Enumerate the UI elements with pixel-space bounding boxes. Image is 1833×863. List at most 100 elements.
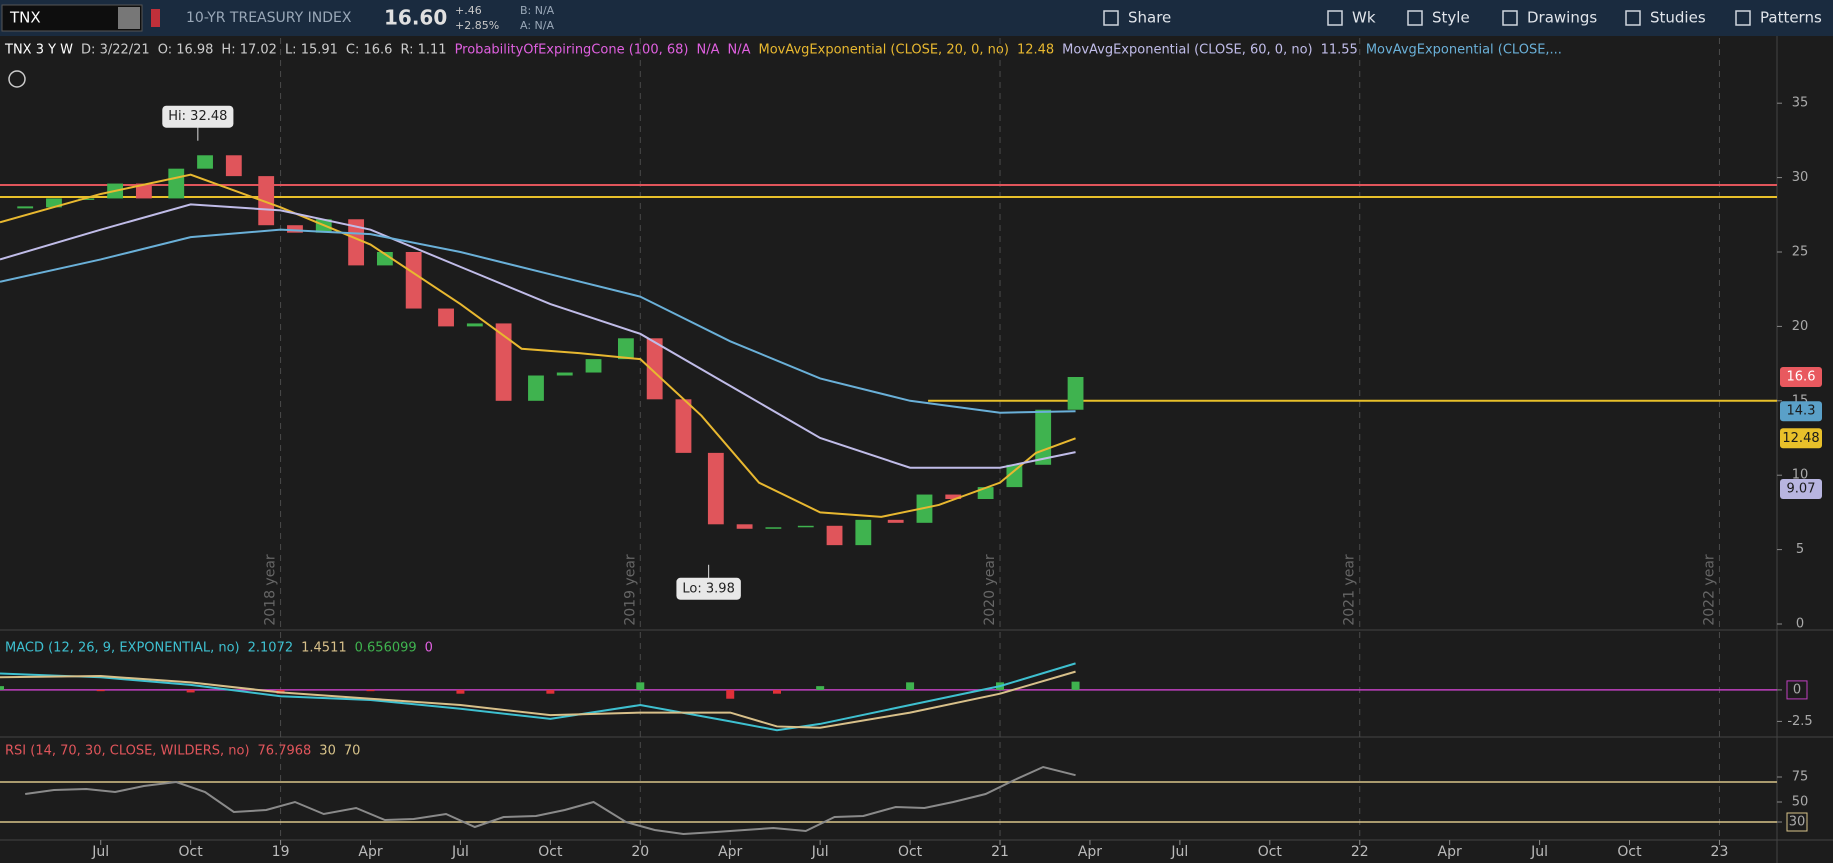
price-flag-label: 16.6 [1787, 369, 1816, 384]
x-tick-label: Oct [179, 844, 204, 860]
toolbar-icon[interactable] [1625, 10, 1641, 26]
annotation-box [162, 105, 234, 128]
candle [765, 527, 782, 529]
candle [617, 338, 634, 360]
histogram-bar [726, 689, 735, 699]
histogram-bar [0, 686, 4, 690]
annotation-label: Lo: 3.98 [682, 581, 734, 596]
x-tick-label: 20 [631, 844, 649, 860]
histogram-bar [546, 689, 555, 694]
y-tick-label: 35 [1792, 96, 1809, 111]
study-label: D: 3/22/21 [81, 43, 150, 58]
toolbar-icon[interactable] [1407, 10, 1423, 26]
histogram-bar [636, 682, 645, 690]
change-percent: +2.85% [455, 19, 499, 32]
symbol-dropdown[interactable] [118, 7, 140, 29]
candle [1006, 464, 1023, 488]
y-tick-label: 50 [1792, 795, 1809, 810]
study-label: MovAvgExponential (CLOSE,... [1366, 43, 1562, 58]
histogram-bar [456, 689, 465, 694]
y-tick-label: 10 [1792, 468, 1809, 483]
moving-average [0, 173, 1076, 518]
indicator-line [0, 662, 1076, 732]
candle [646, 338, 663, 400]
candle [977, 487, 994, 500]
candle [1067, 376, 1084, 410]
candle [405, 252, 422, 309]
study-label: 0.656099 [355, 641, 417, 656]
y-tick-label: 0 [1793, 682, 1801, 697]
price-flag-label: 9.07 [1787, 482, 1816, 497]
year-label: 2022 year [1701, 554, 1717, 626]
study-label: H: 17.02 [221, 43, 277, 58]
x-tick-label: Jul [451, 844, 469, 860]
x-tick-label: Oct [898, 844, 923, 860]
study-label: O: 16.98 [158, 43, 214, 58]
y-tick-label: -2.5 [1787, 714, 1812, 729]
x-tick-label: Jul [811, 844, 829, 860]
study-label: MovAvgExponential (CLOSE, 60, 0, no) [1062, 43, 1312, 58]
y-tick-box [1786, 812, 1808, 832]
study-label: N/A [727, 43, 750, 58]
ask: A: N/A [520, 19, 554, 32]
study-label: 11.55 [1321, 43, 1358, 58]
study-label: 76.7968 [258, 744, 312, 759]
histogram-bar [906, 682, 915, 690]
y-tick-label: 5 [1796, 542, 1804, 557]
x-tick-label: 23 [1711, 844, 1729, 860]
candle [528, 375, 544, 401]
link-indicator[interactable] [151, 9, 160, 27]
indicator-line [0, 670, 1076, 729]
moving-average [0, 203, 1076, 469]
candle [1035, 409, 1052, 465]
study-label: MACD (12, 26, 9, EXPONENTIAL, no) [5, 641, 240, 656]
price-flag-label: 14.3 [1787, 404, 1816, 419]
study-label: 0 [425, 641, 433, 656]
x-tick-label: Oct [1617, 844, 1642, 860]
candle [225, 155, 242, 177]
study-label: MovAvgExponential (CLOSE, 20, 0, no) [758, 43, 1008, 58]
year-label: 2018 year [263, 554, 279, 626]
price-flag-label: 12.48 [1782, 431, 1819, 446]
study-label: TNX 3 Y W [4, 43, 73, 58]
histogram-bar [96, 689, 105, 692]
toolbar-icon[interactable] [1735, 10, 1751, 26]
y-tick-label: 25 [1792, 245, 1809, 260]
toolbar-button[interactable]: Share [1128, 9, 1171, 27]
price-flag [1780, 401, 1822, 422]
toolbar-button[interactable]: Studies [1650, 9, 1706, 27]
candle [855, 519, 872, 546]
year-label: 2019 year [622, 554, 638, 626]
y-tick-label: 30 [1792, 170, 1809, 185]
toolbar-icon[interactable] [1327, 10, 1343, 26]
toolbar-icon[interactable] [1103, 10, 1119, 26]
candle [348, 219, 365, 266]
alert-icon[interactable] [8, 70, 26, 88]
x-tick-label: Jul [91, 844, 109, 860]
change: +.46 [455, 4, 482, 17]
candle [135, 183, 152, 199]
toolbar-button[interactable]: Patterns [1760, 9, 1822, 27]
candle [376, 252, 393, 266]
candle [675, 399, 692, 453]
toolbar-button[interactable]: Wk [1352, 9, 1376, 27]
y-tick-label: 30 [1789, 815, 1806, 830]
x-tick-label: Jul [1170, 844, 1188, 860]
candle [438, 308, 454, 327]
toolbar-button[interactable]: Style [1432, 9, 1470, 27]
candle [736, 524, 753, 529]
toolbar [0, 0, 1833, 36]
y-tick-box [1786, 680, 1808, 700]
candle [466, 323, 483, 327]
moving-average [0, 228, 1076, 414]
toolbar-icon[interactable] [1502, 10, 1518, 26]
y-tick-label: 20 [1792, 319, 1809, 334]
x-tick-label: Apr [1078, 844, 1102, 860]
annotation-label: Hi: 32.48 [168, 109, 227, 124]
candle [585, 359, 602, 373]
x-tick-label: Oct [538, 844, 563, 860]
toolbar-button[interactable]: Drawings [1527, 9, 1597, 27]
candle [945, 494, 962, 500]
price-flag [1780, 479, 1822, 500]
